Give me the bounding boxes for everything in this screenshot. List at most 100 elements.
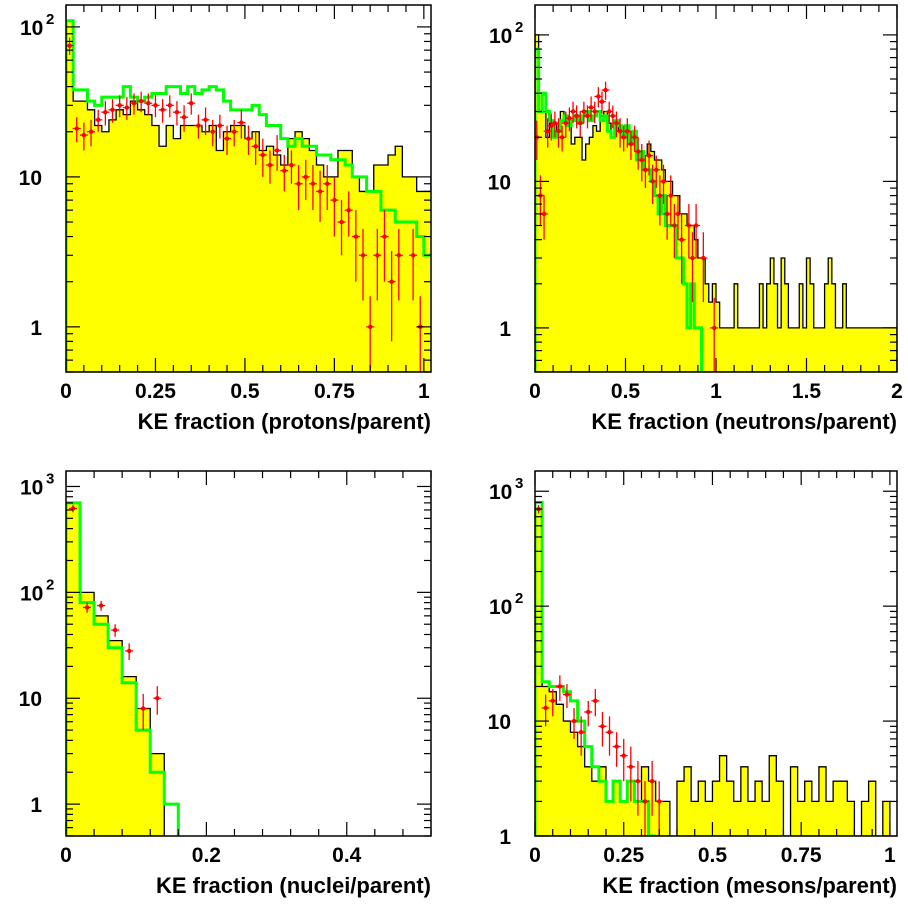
data-marker xyxy=(103,109,108,115)
data-point xyxy=(201,107,210,136)
data-marker xyxy=(353,234,359,239)
data-marker xyxy=(607,109,612,114)
data-point xyxy=(641,155,650,189)
data-point xyxy=(316,170,325,223)
data-marker xyxy=(559,135,565,140)
x-tick-label: 1 xyxy=(710,380,722,403)
data-marker xyxy=(588,105,594,110)
data-point xyxy=(605,101,614,124)
data-point xyxy=(659,164,668,205)
data-marker xyxy=(124,105,130,110)
data-point xyxy=(337,200,346,256)
data-point xyxy=(655,781,664,836)
data-point xyxy=(308,165,317,211)
data-point xyxy=(265,150,274,184)
data-marker xyxy=(599,99,605,104)
data-point xyxy=(344,191,353,237)
data-point xyxy=(648,760,657,816)
data-marker xyxy=(224,136,230,141)
plot-frame xyxy=(534,470,898,837)
data-point xyxy=(645,140,654,176)
data-marker xyxy=(639,157,644,163)
data-marker xyxy=(332,197,337,203)
data-point xyxy=(244,125,253,155)
data-point xyxy=(258,138,267,177)
data-marker xyxy=(317,189,323,194)
data-marker xyxy=(701,255,706,261)
y-tick-label: 10 xyxy=(20,476,43,499)
data-marker xyxy=(274,148,280,153)
data-marker xyxy=(296,181,301,186)
data-marker xyxy=(410,253,416,258)
model-histogram xyxy=(66,19,431,372)
data-marker xyxy=(543,705,548,711)
data-point xyxy=(287,150,296,184)
data-point xyxy=(626,746,635,802)
data-marker xyxy=(657,799,662,804)
y-tick-exponent: 2 xyxy=(515,19,523,36)
data-marker xyxy=(592,109,597,114)
x-tick-label: 0.2 xyxy=(192,844,221,867)
data-point xyxy=(129,93,138,115)
data-point xyxy=(579,101,588,124)
data-point xyxy=(101,101,110,126)
data-marker xyxy=(396,253,401,258)
data-marker xyxy=(585,113,590,119)
data-marker xyxy=(239,120,244,125)
data-marker xyxy=(690,255,695,261)
x-axis-title: KE fraction (protons/parent) xyxy=(138,409,431,434)
data-point xyxy=(151,95,160,118)
data-marker xyxy=(81,132,87,138)
x-axis-title: KE fraction (mesons/parent) xyxy=(602,873,897,898)
data-point xyxy=(684,204,693,259)
data-point xyxy=(139,693,148,731)
data-marker xyxy=(632,135,637,140)
y-tick-label: 10 xyxy=(20,17,43,40)
data-point xyxy=(576,111,585,138)
data-marker xyxy=(303,174,308,180)
data-point xyxy=(633,760,642,816)
data-point xyxy=(637,144,646,182)
data-point xyxy=(619,738,628,782)
data-marker xyxy=(567,116,572,121)
data-point xyxy=(616,118,625,148)
data-marker xyxy=(367,324,373,330)
data-point xyxy=(548,689,557,717)
data-marker xyxy=(563,120,568,126)
data-marker xyxy=(571,718,577,724)
data-marker xyxy=(253,144,258,149)
data-point xyxy=(655,175,664,226)
data-marker xyxy=(174,109,180,115)
data-point xyxy=(612,732,621,767)
x-tick-label: 0.5 xyxy=(230,380,260,403)
data-point xyxy=(273,135,282,171)
data-marker xyxy=(96,117,101,123)
data-marker xyxy=(189,100,194,106)
x-tick-label: 0 xyxy=(529,844,541,867)
data-marker xyxy=(210,129,215,134)
x-tick-label: 0.75 xyxy=(781,844,822,867)
data-point xyxy=(673,195,682,240)
data-point xyxy=(630,125,639,152)
data-marker xyxy=(711,325,717,331)
data-marker xyxy=(564,692,570,697)
data-point xyxy=(330,176,339,237)
data-marker xyxy=(131,100,137,106)
data-point xyxy=(87,119,96,147)
data-marker xyxy=(98,603,104,608)
data-point xyxy=(79,122,88,151)
filled-histogram xyxy=(535,508,891,836)
data-point xyxy=(125,643,134,660)
data-marker xyxy=(628,141,634,147)
data-marker xyxy=(282,168,287,173)
model-histogram xyxy=(535,500,656,836)
x-tick-label: 0 xyxy=(529,380,541,403)
data-point xyxy=(590,101,599,124)
data-marker xyxy=(586,709,591,715)
data-marker xyxy=(578,730,584,735)
data-point xyxy=(387,251,396,342)
x-tick-label: 2 xyxy=(891,380,903,403)
plot-frame xyxy=(65,470,432,837)
data-marker xyxy=(610,113,616,119)
